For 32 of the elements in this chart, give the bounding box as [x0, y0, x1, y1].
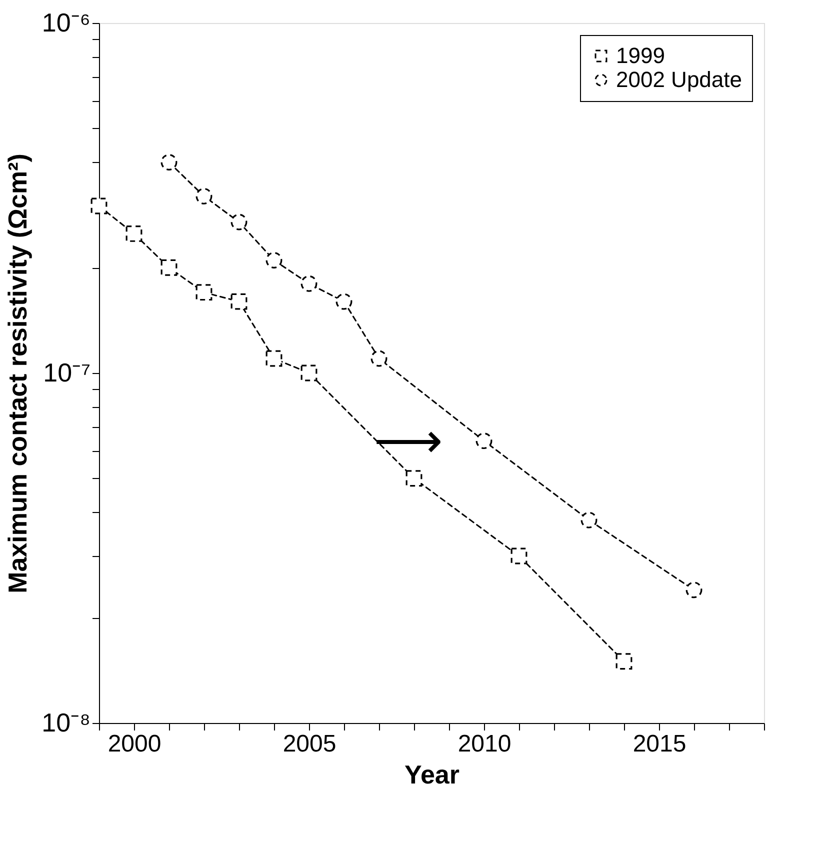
point — [616, 653, 632, 670]
point — [510, 548, 528, 564]
x-axis-title: Year — [404, 760, 460, 790]
point — [686, 582, 702, 598]
annotation: ⟶ — [374, 413, 443, 469]
point — [196, 188, 212, 204]
point — [160, 154, 178, 170]
point — [266, 252, 282, 268]
x-tick-label: 2010 — [458, 730, 512, 758]
point — [580, 512, 598, 528]
point — [476, 432, 492, 450]
x-tick-label: 2005 — [282, 730, 336, 758]
point — [160, 259, 178, 276]
point — [300, 364, 318, 382]
point — [90, 198, 108, 214]
legend-label: 1999 — [616, 43, 665, 68]
point — [370, 350, 388, 367]
y-tick-label: 10⁻⁸ — [42, 708, 90, 738]
y-axis-title: Maximum contact resistivity (Ωcm²) — [2, 154, 33, 594]
x-tick-label: 2000 — [108, 730, 162, 758]
legend-label: 2002 Update — [616, 67, 742, 92]
point — [196, 284, 212, 301]
point — [126, 226, 142, 242]
point — [336, 293, 352, 310]
y-tick-label: 10⁻⁶ — [42, 8, 90, 38]
point — [406, 470, 422, 487]
point — [230, 293, 248, 310]
x-tick-label: 2015 — [632, 730, 686, 758]
y-tick-label: 10⁻⁷ — [43, 358, 90, 388]
point — [300, 275, 318, 292]
point — [266, 350, 282, 367]
point — [230, 214, 248, 230]
